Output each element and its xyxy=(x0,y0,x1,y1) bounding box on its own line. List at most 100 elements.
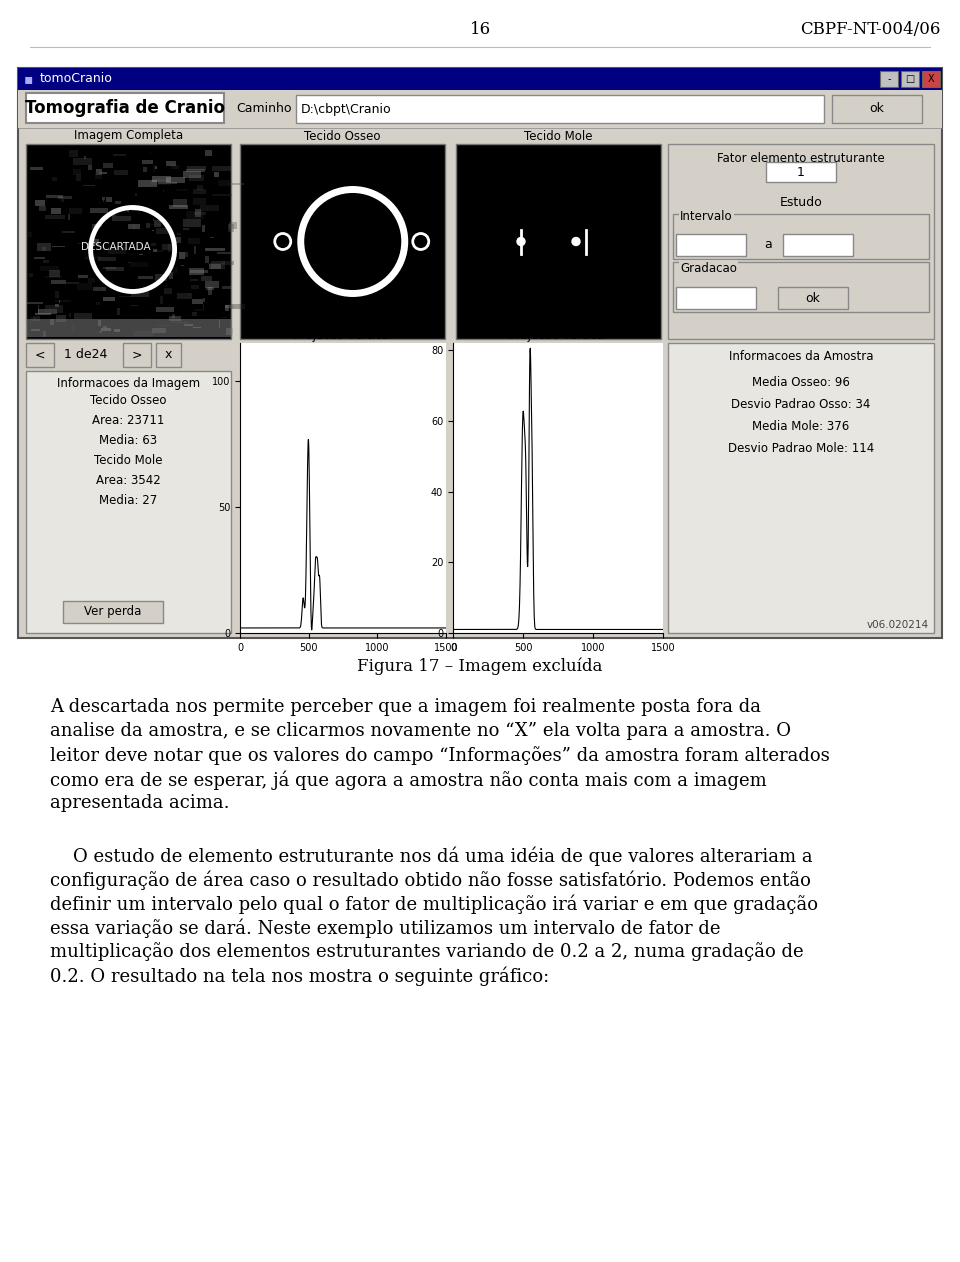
Bar xyxy=(188,239,200,245)
Text: DESCARTADA: DESCARTADA xyxy=(82,241,151,251)
Bar xyxy=(60,198,64,202)
Bar xyxy=(177,189,188,191)
Text: Desvio Padrao Mole: 114: Desvio Padrao Mole: 114 xyxy=(728,443,875,456)
Bar xyxy=(205,247,226,251)
Bar xyxy=(26,371,231,634)
Bar xyxy=(194,309,203,312)
Bar xyxy=(456,144,661,339)
Bar xyxy=(153,328,165,333)
Bar xyxy=(85,259,96,260)
Bar xyxy=(89,208,108,213)
Text: -: - xyxy=(887,74,891,85)
Bar xyxy=(668,144,934,339)
Bar xyxy=(190,270,207,274)
Text: Media: 27: Media: 27 xyxy=(100,495,157,507)
Bar xyxy=(156,307,174,312)
Bar xyxy=(26,93,224,122)
Bar xyxy=(153,165,156,172)
Bar xyxy=(132,290,149,298)
Bar xyxy=(69,313,71,317)
Bar xyxy=(676,286,756,309)
Bar xyxy=(94,223,102,227)
Bar xyxy=(156,250,163,252)
Bar xyxy=(182,172,201,178)
Bar xyxy=(116,308,120,314)
Text: Media Mole: 376: Media Mole: 376 xyxy=(753,420,850,434)
Bar xyxy=(40,266,60,271)
Bar xyxy=(210,261,226,269)
Bar xyxy=(172,314,176,318)
Text: apresentada acima.: apresentada acima. xyxy=(50,794,229,811)
Bar xyxy=(673,262,929,312)
Text: <: < xyxy=(35,348,45,361)
Bar xyxy=(186,169,205,172)
Text: definir um intervalo pelo qual o fator de multiplicação irá variar e em que grad: definir um intervalo pelo qual o fator d… xyxy=(50,893,818,914)
Bar xyxy=(156,343,181,367)
Text: Media: 63: Media: 63 xyxy=(100,434,157,448)
Bar xyxy=(193,188,205,193)
Bar xyxy=(225,305,229,312)
Bar xyxy=(201,204,219,211)
Bar xyxy=(55,292,59,298)
Bar xyxy=(59,300,60,303)
Bar xyxy=(106,268,125,271)
Bar xyxy=(78,275,88,279)
Bar xyxy=(171,165,179,169)
Bar xyxy=(112,215,116,221)
Bar xyxy=(84,156,86,159)
Bar xyxy=(138,180,156,187)
Bar xyxy=(132,209,141,211)
Text: ok: ok xyxy=(805,292,821,304)
Bar xyxy=(33,317,40,321)
Text: tomoCranio: tomoCranio xyxy=(40,72,113,86)
Bar xyxy=(177,293,192,299)
Bar xyxy=(188,293,190,298)
Bar xyxy=(101,328,111,331)
Bar xyxy=(162,244,171,250)
Bar xyxy=(832,95,922,122)
Bar xyxy=(230,183,244,186)
Text: Intervalo: Intervalo xyxy=(680,209,732,222)
Bar xyxy=(103,199,104,202)
Bar xyxy=(156,228,169,235)
Text: analise da amostra, e se clicarmos novamente no “X” ela volta para a amostra. O: analise da amostra, e se clicarmos novam… xyxy=(50,722,791,740)
Bar xyxy=(56,314,66,323)
Bar xyxy=(778,286,848,309)
Bar xyxy=(61,231,75,232)
Text: como era de se esperar, já que agora a amostra não conta mais com a imagem: como era de se esperar, já que agora a a… xyxy=(50,770,767,790)
Bar xyxy=(92,225,96,230)
Text: Informacoes da Imagem: Informacoes da Imagem xyxy=(57,377,200,390)
Bar xyxy=(240,144,445,339)
Text: ok: ok xyxy=(870,102,884,116)
Bar xyxy=(166,162,177,167)
Bar xyxy=(901,71,919,87)
Bar xyxy=(103,297,115,300)
Bar xyxy=(197,186,204,191)
Bar xyxy=(668,343,934,634)
Bar xyxy=(225,304,233,308)
Bar xyxy=(158,182,177,184)
Bar xyxy=(146,223,150,228)
Bar xyxy=(152,177,171,182)
Text: configuração de área caso o resultado obtido não fosse satisfatório. Podemos ent: configuração de área caso o resultado ob… xyxy=(50,870,811,890)
Bar xyxy=(205,256,209,264)
Bar xyxy=(99,289,101,290)
Text: Informacoes da Amostra: Informacoes da Amostra xyxy=(729,351,874,363)
Bar xyxy=(155,274,167,281)
Bar xyxy=(66,281,80,284)
Bar xyxy=(142,160,153,164)
Bar xyxy=(153,218,155,221)
Text: Tomografia de Cranio: Tomografia de Cranio xyxy=(25,98,225,117)
Bar xyxy=(186,211,204,218)
Bar xyxy=(51,208,61,213)
Bar xyxy=(52,177,57,180)
Bar xyxy=(222,261,234,265)
Bar xyxy=(51,280,66,284)
Text: Imagem Completa: Imagem Completa xyxy=(74,130,183,143)
Bar xyxy=(43,331,46,337)
Bar xyxy=(52,246,65,247)
Bar xyxy=(192,299,203,304)
Bar xyxy=(135,193,136,197)
Bar xyxy=(87,278,95,284)
Bar xyxy=(880,71,898,87)
